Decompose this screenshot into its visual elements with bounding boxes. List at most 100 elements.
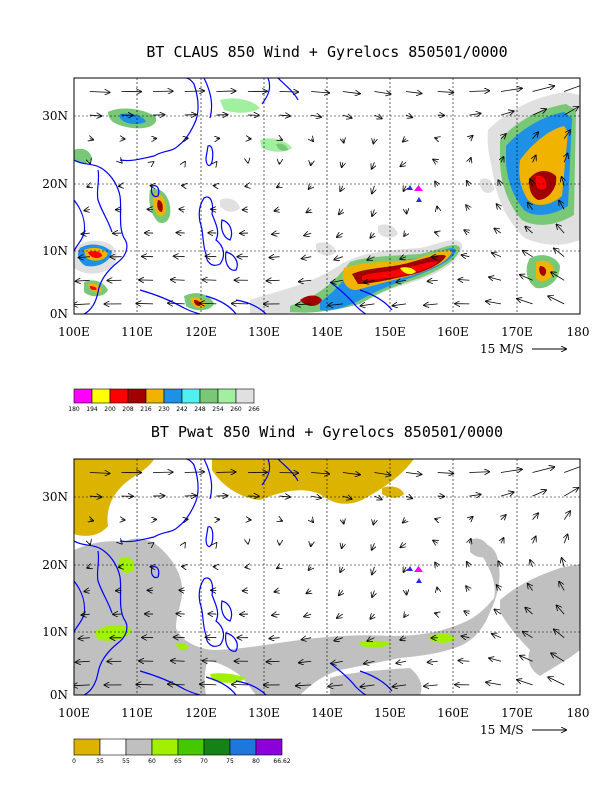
wind-vector <box>403 520 406 523</box>
wind-vector <box>296 685 312 686</box>
panel-2-title: BT Pwat 850 Wind + Gyrelocs 850501/0000 <box>151 423 503 441</box>
wind-vector <box>370 233 374 238</box>
wind-vector <box>311 496 321 498</box>
wind-vector <box>428 280 438 281</box>
wind-vector <box>307 209 312 212</box>
wind-vector <box>342 91 360 93</box>
wind-vector <box>462 636 470 638</box>
wind-vector <box>367 257 375 260</box>
wind-vector <box>437 588 438 591</box>
wind-vector <box>435 232 438 233</box>
wind-vector <box>530 560 533 568</box>
x-tick-label: 170E <box>501 706 533 720</box>
wind-vector <box>168 303 185 304</box>
wind-vector <box>469 91 489 92</box>
wind-vector <box>435 613 438 614</box>
colorbar-swatch <box>91 388 111 404</box>
coastline <box>74 459 393 695</box>
wind-vector <box>462 255 470 257</box>
wind-vector <box>404 567 407 572</box>
wind-vector <box>364 280 375 282</box>
wind-vector <box>532 513 539 520</box>
wind-vector <box>311 115 321 117</box>
wind-vectors <box>74 464 580 686</box>
colorbar-label: 248 <box>194 406 206 413</box>
wind-vector <box>272 233 280 234</box>
x-tick-label: 120E <box>185 325 217 339</box>
wind-vector <box>501 157 504 162</box>
panel-2-map <box>74 459 580 695</box>
wind-vector <box>184 496 196 497</box>
x-tick-label: 120E <box>185 706 217 720</box>
wind-vector <box>311 520 313 522</box>
wind-vector <box>403 139 406 142</box>
wind-vector <box>528 203 533 210</box>
wind-vector <box>334 638 343 641</box>
wind-vector <box>400 162 407 166</box>
wind-vector <box>564 154 567 163</box>
wind-vector <box>486 682 502 685</box>
wind-vector <box>501 538 504 543</box>
colorbar-swatch <box>145 388 165 404</box>
wind-vector <box>393 304 407 306</box>
x-tick-label: 150E <box>374 706 406 720</box>
wind-vector <box>464 230 469 233</box>
wind-vector <box>342 472 360 474</box>
y-tick-label: 30N <box>42 490 68 504</box>
colorbar-label: 266 <box>248 406 260 413</box>
wind-vector <box>424 304 438 305</box>
wind-vector <box>277 567 280 568</box>
wind-vector <box>458 661 470 662</box>
wind-vector <box>269 257 280 258</box>
panel-1-title: BT CLAUS 850 Wind + Gyrelocs 850501/0000 <box>146 43 507 61</box>
wind-vector <box>277 186 280 187</box>
wind-vector <box>89 91 110 92</box>
grid <box>74 459 580 695</box>
wind-vector <box>435 138 437 139</box>
x-tick-label: 160E <box>437 706 469 720</box>
wind-vector <box>373 139 374 144</box>
wind-vector <box>562 558 565 567</box>
wind-vector <box>372 590 374 597</box>
wind-vector <box>563 107 578 116</box>
gyre-marker <box>407 185 413 190</box>
wind-vector <box>464 611 469 614</box>
wind-vector <box>309 186 312 189</box>
x-tick-label: 110E <box>121 706 153 720</box>
wind-vector <box>340 186 343 191</box>
wind-vector <box>532 490 546 497</box>
colorbar-label: 242 <box>176 406 188 413</box>
x-tick-labels: 100E 110E 120E 130E 140E 150E 160E 170E … <box>58 706 589 720</box>
gyre-marker <box>416 197 422 202</box>
wind-vector <box>372 543 375 550</box>
colorbar-swatch <box>99 738 127 756</box>
x-tick-label: 140E <box>311 706 343 720</box>
wind-vector <box>89 472 110 473</box>
wind-vector <box>337 614 344 618</box>
wind-vector <box>548 296 565 305</box>
wind-vector <box>374 115 381 118</box>
wind-vector <box>435 182 438 186</box>
wind-vector <box>469 472 489 473</box>
colorbar-label: 55 <box>122 758 130 765</box>
panel-2: BT Pwat 850 Wind + Gyrelocs 850501/0000 <box>42 423 589 765</box>
wind-vector <box>171 280 185 281</box>
x-tick-label: 100E <box>58 325 90 339</box>
wind-vector <box>400 543 407 547</box>
wind-vector <box>203 661 217 662</box>
wind-vector <box>532 132 539 139</box>
wind-vector <box>372 566 375 575</box>
colorbar-swatch <box>73 388 93 404</box>
wind-vector <box>339 590 343 595</box>
colorbar-label: 260 <box>230 406 242 413</box>
wind-vector <box>437 91 454 92</box>
wind-vector <box>532 86 555 92</box>
wind-vector <box>428 661 438 662</box>
y-tick-labels: 0N 10N 20N 30N <box>42 109 68 321</box>
grid <box>74 78 580 314</box>
colorbar-label: 230 <box>158 406 170 413</box>
colorbar-swatch <box>217 388 237 404</box>
wind-vector <box>525 227 533 234</box>
wind-vector <box>84 590 90 591</box>
wind-vector <box>311 139 313 141</box>
